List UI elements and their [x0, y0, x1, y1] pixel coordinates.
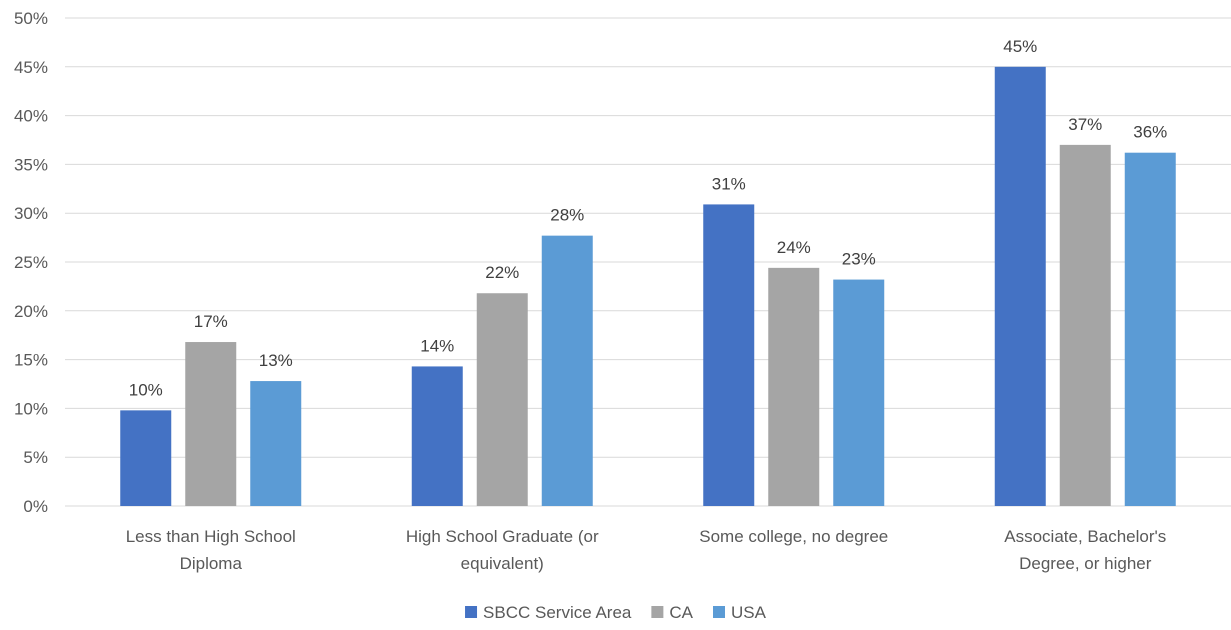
legend-item: SBCC Service Area: [465, 603, 632, 622]
y-tick-label: 0%: [23, 497, 48, 516]
category-label: Some college, no degree: [699, 527, 888, 546]
bar: [476, 293, 528, 506]
category-label: Less than High School Diploma: [126, 527, 296, 573]
y-tick-label: 15%: [14, 351, 48, 370]
y-tick-label: 25%: [14, 253, 48, 272]
data-label: 13%: [259, 351, 293, 370]
y-tick-label: 20%: [14, 302, 48, 321]
data-label: 28%: [550, 206, 584, 225]
gridlines: [65, 17, 1231, 507]
bar: [1124, 152, 1176, 507]
legend-label: CA: [669, 603, 693, 622]
legend-swatch: [651, 606, 664, 618]
data-label: 17%: [194, 312, 228, 331]
legend: SBCC Service Area CA USA: [465, 603, 767, 622]
bar: [994, 66, 1046, 507]
data-label: 14%: [420, 336, 454, 355]
y-tick-label: 40%: [14, 107, 48, 126]
bar: [120, 410, 172, 506]
y-tick-label: 50%: [14, 9, 48, 28]
legend-item: USA: [713, 603, 767, 622]
data-label: 31%: [712, 174, 746, 193]
bar: [703, 204, 755, 506]
data-label: 45%: [1003, 37, 1037, 56]
y-axis-tick-labels: 0% 5% 10% 15% 20% 25% 30% 35% 40% 45% 50%: [14, 9, 48, 516]
y-tick-label: 45%: [14, 58, 48, 77]
legend-swatch: [465, 606, 478, 618]
category-label: High School Graduate (or equivalent): [406, 527, 599, 573]
data-label: 36%: [1133, 123, 1167, 142]
data-label: 22%: [485, 263, 519, 282]
bar: [250, 381, 302, 506]
legend-swatch: [713, 606, 725, 618]
data-label: 10%: [129, 380, 163, 399]
bar: [185, 342, 237, 506]
data-label: 37%: [1068, 115, 1102, 134]
data-labels: 10% 17% 13% 14% 22% 28% 31% 24% 23% 45% 37% 36%: [129, 37, 1168, 400]
bar: [768, 267, 820, 506]
bar: [1059, 144, 1111, 506]
bar: [833, 279, 885, 506]
x-axis-category-labels: Less than High School Diploma High School …: [126, 527, 1167, 573]
legend-item: CA: [651, 603, 694, 622]
bars: [120, 66, 1176, 507]
legend-label: SBCC Service Area: [483, 603, 632, 622]
y-tick-label: 30%: [14, 204, 48, 223]
data-label: 24%: [777, 238, 811, 257]
y-tick-label: 10%: [14, 399, 48, 418]
data-label: 23%: [842, 250, 876, 269]
category-label: Associate, Bachelor's Degree, or higher: [1004, 527, 1166, 573]
legend-label: USA: [731, 603, 767, 622]
y-tick-label: 5%: [23, 448, 48, 467]
bar: [411, 366, 463, 506]
y-tick-label: 35%: [14, 155, 48, 174]
bar: [541, 235, 593, 506]
